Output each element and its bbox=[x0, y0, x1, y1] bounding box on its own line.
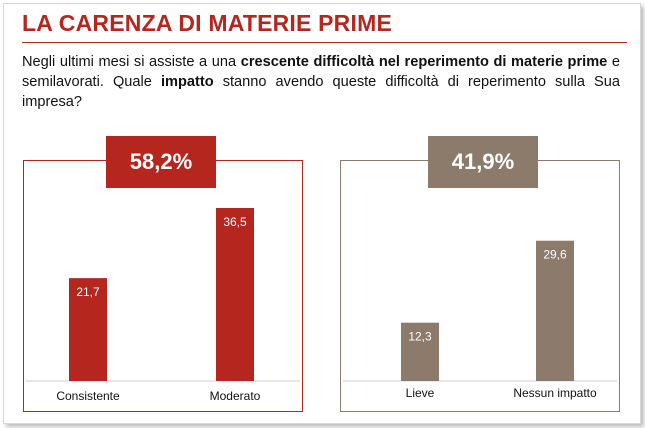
category-label: Consistente bbox=[56, 389, 120, 403]
bar-nessun-impatto bbox=[536, 240, 574, 381]
badge-left-total: 58,2% bbox=[106, 136, 216, 188]
category-label: Moderato bbox=[210, 389, 261, 403]
category-label: Nessun impatto bbox=[513, 386, 597, 400]
bar-value-label: 21,7 bbox=[76, 285, 100, 299]
bar-value-label: 29,6 bbox=[543, 248, 567, 262]
question-text: Negli ultimi mesi si assiste a una cresc… bbox=[22, 52, 620, 112]
question-bold-1: crescente difficoltà nel reperimento di … bbox=[240, 54, 608, 70]
slide-title: LA CARENZA DI MATERIE PRIME bbox=[22, 10, 392, 36]
bar-consistente bbox=[69, 278, 107, 381]
category-label: Lieve bbox=[406, 386, 435, 400]
title-divider bbox=[22, 42, 627, 43]
question-part-1: Negli ultimi mesi si assiste a una bbox=[22, 54, 241, 70]
question-part-2: e semilavorati. Quale bbox=[22, 54, 621, 90]
bar-value-label: 12,3 bbox=[408, 330, 432, 344]
bar-lieve bbox=[401, 322, 439, 381]
badge-right-total: 41,9% bbox=[428, 136, 538, 188]
bar-value-label: 36,5 bbox=[223, 215, 247, 229]
question-bold-impact: impatto bbox=[160, 74, 214, 90]
question-part-3: stanno avendo queste difficoltà di reper… bbox=[22, 74, 621, 110]
bar-moderato bbox=[216, 208, 254, 381]
slide-frame bbox=[3, 3, 641, 424]
